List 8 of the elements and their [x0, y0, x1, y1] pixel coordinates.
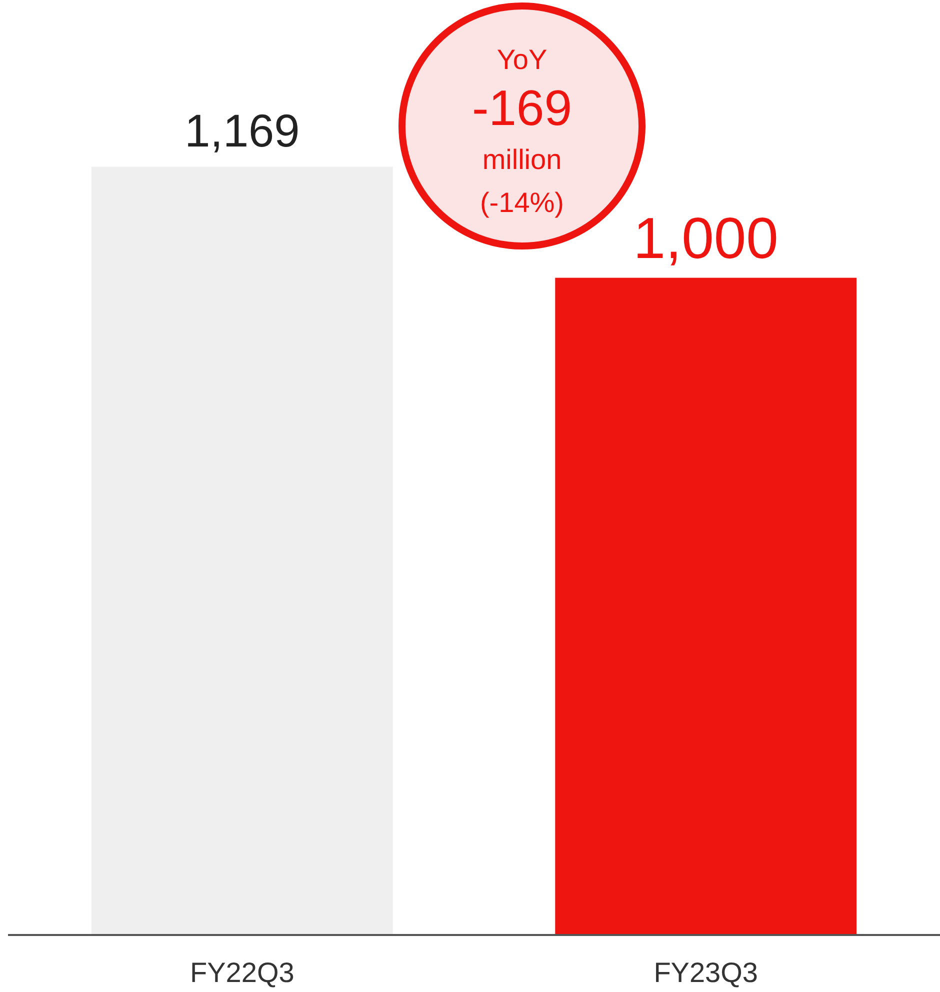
- data-label: 1,169: [184, 104, 300, 157]
- text: YoY: [496, 44, 548, 75]
- x-tick-label: FY23Q3: [654, 957, 758, 988]
- x-tick-label: FY22Q3: [190, 957, 294, 988]
- annotation: million: [482, 144, 562, 175]
- data-label: 1,000: [633, 206, 778, 271]
- text: -169: [472, 80, 572, 136]
- annotation: (-14%): [480, 187, 564, 218]
